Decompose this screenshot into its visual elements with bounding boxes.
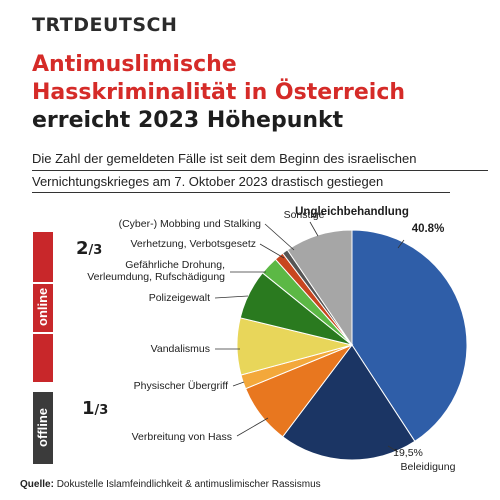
leader-line-8 bbox=[259, 243, 285, 259]
slice-label-7-line-2: Verleumdung, Rufschädigung bbox=[87, 271, 225, 283]
offline-fraction-num: 1 bbox=[82, 398, 95, 419]
leader-line-1 bbox=[397, 239, 405, 249]
subtitle-line-1: Die Zahl der gemeldeten Fälle ist seit d… bbox=[32, 148, 488, 171]
leader-line-9 bbox=[264, 223, 295, 251]
pie-slice-2 bbox=[281, 344, 416, 461]
source-note: Quelle: Dokustelle Islamfeindlichkeit & … bbox=[20, 479, 321, 490]
slice-label-2: Beleidigung bbox=[401, 461, 456, 473]
online-divider-1 bbox=[33, 282, 53, 284]
title-line-2: Hasskriminalität in Österreich bbox=[32, 80, 406, 105]
leader-line-2 bbox=[387, 445, 399, 453]
leader-line-3 bbox=[236, 417, 269, 437]
online-fraction: 2/3 bbox=[76, 238, 102, 259]
page-title: Antimuslimische Hasskriminalität in Öste… bbox=[32, 51, 482, 135]
leader-line-10 bbox=[309, 221, 319, 237]
source-label: Quelle: bbox=[20, 479, 54, 490]
subtitle: Die Zahl der gemeldeten Fälle ist seit d… bbox=[32, 148, 492, 193]
source-text: Dokustelle Islamfeindlichkeit & antimusl… bbox=[56, 479, 321, 490]
slice-label-7-line-1: Gefährliche Drohung, bbox=[125, 259, 225, 271]
slice-label-8: Verhetzung, Verbotsgesetz bbox=[130, 238, 256, 250]
slice-label-10: Sonstige bbox=[284, 209, 325, 221]
offline-fraction: 1/3 bbox=[82, 398, 108, 419]
online-segment bbox=[33, 232, 53, 382]
pie-slice-10 bbox=[286, 229, 353, 347]
online-divider-2 bbox=[33, 332, 53, 334]
slice-label-3: Verbreitung von Hass bbox=[132, 431, 232, 443]
slice-label-1: Ungleichbehandlung bbox=[295, 206, 409, 218]
subtitle-line-2: Vernichtungskrieges am 7. Oktober 2023 d… bbox=[32, 171, 450, 193]
slice-label-4: Physischer Übergriff bbox=[134, 380, 228, 392]
title-line-3: erreicht 2023 Höhepunkt bbox=[32, 108, 344, 133]
leader-line-6 bbox=[214, 295, 249, 299]
slice-label-9: (Cyber-) Mobbing und Stalking bbox=[119, 218, 262, 230]
online-fraction-den: /3 bbox=[88, 243, 103, 258]
slice-value-2: 19,5% bbox=[393, 447, 423, 459]
offline-segment bbox=[33, 392, 53, 464]
brand-logo: TRTDEUTSCH bbox=[32, 14, 178, 36]
slice-label-5: Vandalismus bbox=[151, 343, 210, 355]
title-line-1: Antimuslimische bbox=[32, 52, 237, 77]
slice-value-1: 40.8% bbox=[412, 223, 445, 235]
offline-fraction-den: /3 bbox=[94, 403, 109, 418]
slice-label-6: Polizeigewalt bbox=[149, 292, 210, 304]
leader-line-4 bbox=[232, 381, 245, 387]
online-fraction-num: 2 bbox=[76, 238, 89, 259]
